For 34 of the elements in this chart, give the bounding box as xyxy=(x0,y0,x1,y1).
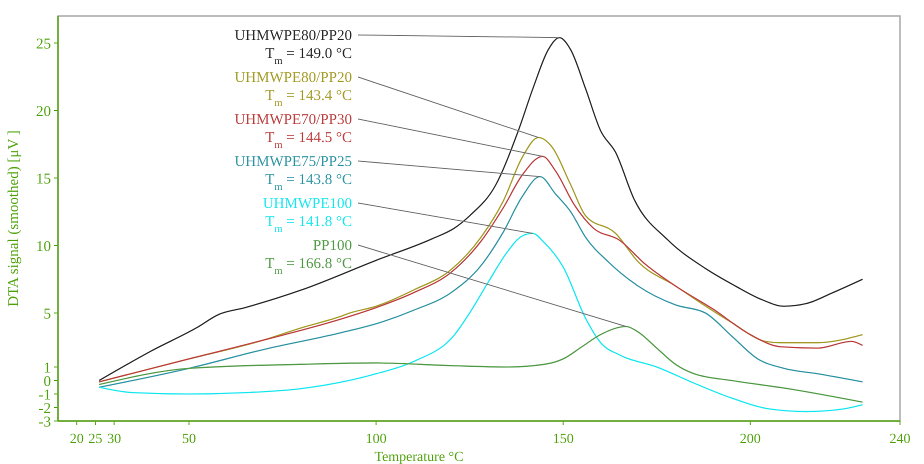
x-tick-label: 20 xyxy=(70,432,84,447)
x-tick-label: 150 xyxy=(552,432,574,447)
y-tick-label: 20 xyxy=(36,104,51,120)
annotation: T$_{m}$ = 143.8 °C xyxy=(265,172,352,192)
text: PP100 xyxy=(312,238,352,254)
text: UHMWPE75/PP25 xyxy=(234,154,352,170)
annotation: T$_{m}$ = 144.5 °C xyxy=(265,130,352,150)
y-axis-title: DTA signal (smoothed) [μV ] xyxy=(6,130,22,307)
y-tick-label: 15 xyxy=(36,171,51,188)
x-tick-label: 200 xyxy=(740,432,761,447)
x-tick-label: 100 xyxy=(366,432,387,447)
text: UHMWPE100 xyxy=(262,196,352,212)
annotation: T$_{m}$ = 141.8 °C xyxy=(265,214,352,234)
line-series xyxy=(98,232,864,412)
y-tick-label: 0 xyxy=(44,374,51,390)
x-tick-label: 50 xyxy=(182,432,196,447)
text: UHMWPE70/PP30 xyxy=(234,112,352,128)
text: UHMWPE80/PP20 xyxy=(234,70,352,86)
annotation: T$_{m}$ = 149.0 °C xyxy=(265,46,352,66)
y-tick-label: 5 xyxy=(44,306,51,322)
x-tick-label: 25 xyxy=(88,432,102,447)
y-tick-label: 1 xyxy=(44,360,51,376)
y-tick-label: -1 xyxy=(38,387,51,404)
x-tick-label: 240 xyxy=(890,432,910,447)
y-tick-label: 10 xyxy=(36,238,51,255)
text: UHMWPE80/PP20 xyxy=(234,28,352,44)
annotation: T$_{m}$ = 143.4 °C xyxy=(265,88,352,108)
x-tick-label: 30 xyxy=(107,432,122,447)
x-axis-title: Temperature °C xyxy=(374,450,464,464)
y-tick-label: -3 xyxy=(38,414,51,430)
annotation: T$_{m}$ = 166.8 °C xyxy=(265,256,352,276)
y-tick-label: 25 xyxy=(36,36,51,52)
y-tick-label: -2 xyxy=(38,400,51,417)
line-series xyxy=(98,326,864,403)
